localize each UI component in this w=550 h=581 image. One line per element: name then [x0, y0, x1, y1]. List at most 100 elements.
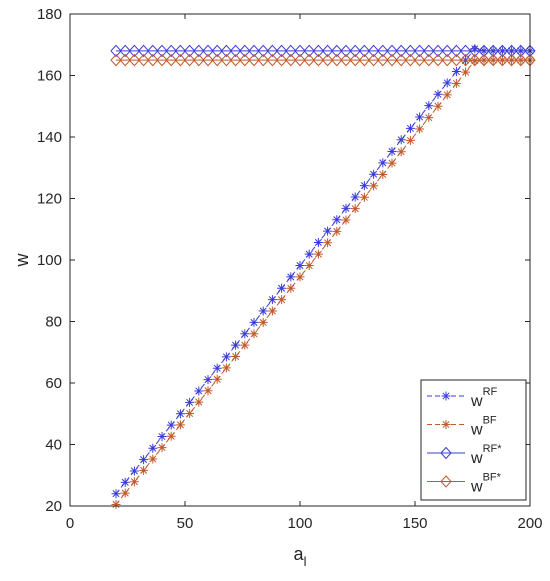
data-point: [185, 397, 195, 407]
legend-marker: [441, 391, 451, 401]
data-point: [496, 44, 509, 58]
data-point: [156, 53, 168, 67]
series-w-rf-star: [110, 44, 536, 58]
x-tick-label: 50: [177, 515, 194, 532]
data-point: [148, 454, 158, 464]
data-point: [358, 53, 371, 67]
data-point: [487, 53, 499, 67]
y-tick-label: 60: [45, 375, 62, 392]
data-point: [148, 443, 158, 453]
data-point: [212, 363, 222, 373]
data-point: [349, 44, 361, 58]
data-point: [165, 44, 177, 58]
data-point: [303, 53, 315, 67]
data-point: [202, 53, 214, 67]
y-tick-label: 120: [37, 191, 62, 208]
data-point: [496, 53, 509, 67]
data-point: [303, 44, 315, 58]
data-point: [423, 44, 435, 58]
data-point: [119, 44, 131, 58]
data-point: [387, 158, 397, 168]
data-point: [386, 53, 398, 67]
data-point: [423, 53, 435, 67]
data-point: [266, 53, 279, 67]
data-point: [359, 181, 369, 191]
data-point: [128, 44, 141, 58]
data-point: [395, 53, 407, 67]
data-point: [239, 53, 251, 67]
data-point: [248, 44, 260, 58]
x-tick-label: 0: [66, 515, 74, 532]
x-tick-label: 150: [402, 515, 427, 532]
data-point: [469, 53, 481, 67]
data-point: [313, 237, 323, 247]
data-point: [212, 374, 222, 384]
data-point: [442, 90, 452, 100]
data-point: [442, 78, 452, 88]
legend-marker: [440, 475, 452, 488]
data-point: [404, 53, 417, 67]
data-point: [367, 44, 380, 58]
data-point: [120, 477, 130, 487]
data-point: [451, 67, 461, 77]
data-point: [350, 192, 360, 202]
legend-label-superscript: RF*: [483, 443, 503, 455]
data-point: [441, 44, 453, 58]
data-point: [332, 226, 342, 236]
data-point: [432, 44, 444, 58]
data-point: [294, 53, 306, 67]
data-point: [487, 44, 499, 58]
data-point: [450, 44, 463, 58]
data-point: [266, 44, 279, 58]
series-line: [115, 48, 530, 495]
data-point: [174, 53, 187, 67]
data-point: [175, 420, 185, 430]
y-tick-label: 80: [45, 314, 62, 331]
data-point: [294, 44, 306, 58]
data-point: [257, 53, 269, 67]
data-point: [137, 53, 150, 67]
data-point: [111, 489, 121, 499]
data-point: [137, 44, 150, 58]
data-point: [295, 272, 305, 282]
data-point: [286, 283, 296, 293]
data-point: [119, 53, 131, 67]
data-point: [340, 53, 352, 67]
data-point: [193, 44, 205, 58]
data-point: [323, 226, 333, 236]
data-point: [174, 44, 187, 58]
data-point: [183, 53, 196, 67]
data-point: [323, 238, 333, 248]
data-point: [147, 44, 159, 58]
data-point: [515, 53, 527, 67]
data-point: [185, 408, 195, 418]
data-point: [470, 56, 480, 66]
data-point: [221, 352, 231, 362]
data-point: [331, 53, 343, 67]
data-point: [129, 477, 139, 487]
data-point: [147, 53, 159, 67]
data-point: [240, 340, 250, 350]
data-point: [478, 44, 490, 58]
series-line: [115, 59, 530, 505]
x-tick-label: 100: [287, 515, 312, 532]
data-point: [424, 113, 434, 123]
data-point: [432, 53, 444, 67]
data-point: [459, 53, 472, 67]
data-point: [157, 443, 167, 453]
data-point: [359, 192, 369, 202]
x-axis-label: al: [294, 544, 307, 569]
data-point: [377, 44, 389, 58]
data-point: [239, 44, 251, 58]
data-point: [231, 352, 241, 362]
data-point: [277, 283, 287, 293]
data-point: [367, 53, 380, 67]
data-point: [111, 499, 121, 509]
data-point: [166, 431, 176, 441]
data-point: [515, 44, 527, 58]
data-point: [128, 53, 141, 67]
data-point: [331, 44, 343, 58]
data-point: [267, 306, 277, 316]
data-point: [415, 124, 425, 134]
data-point: [249, 317, 259, 327]
